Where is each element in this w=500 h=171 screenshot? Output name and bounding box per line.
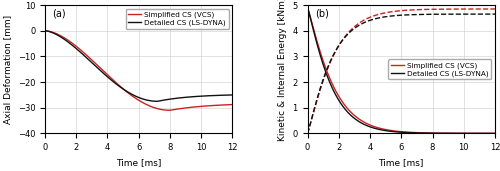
Simplified CS (VCS) [192, 106, 198, 108]
Y-axis label: Kinetic & Internal Energy [kNm]: Kinetic & Internal Energy [kNm] [278, 0, 287, 141]
Simplified CS (VCS) [61, 37, 67, 39]
Text: (b): (b) [315, 9, 329, 19]
Simplified CS (VCS) [118, 86, 124, 88]
X-axis label: Time [ms]: Time [ms] [378, 158, 424, 167]
Detailed CS (LS-DYNA) [42, 30, 48, 32]
Simplified CS (VCS) [42, 30, 48, 32]
Simplified CS (VCS) [434, 132, 440, 134]
Line: Detailed CS (LS-DYNA): Detailed CS (LS-DYNA) [45, 31, 232, 101]
Simplified CS (VCS) [230, 103, 235, 106]
Simplified CS (VCS) [304, 7, 310, 9]
Text: (a): (a) [52, 9, 66, 19]
Legend: Simplified CS (VCS), Detailed CS (LS-DYNA): Simplified CS (VCS), Detailed CS (LS-DYN… [126, 9, 229, 29]
Detailed CS (LS-DYNA) [450, 132, 456, 134]
Detailed CS (LS-DYNA) [230, 94, 235, 96]
Simplified CS (VCS) [171, 109, 177, 111]
Simplified CS (VCS) [450, 132, 456, 134]
Detailed CS (LS-DYNA) [434, 132, 440, 134]
Simplified CS (VCS) [454, 132, 460, 134]
Simplified CS (VCS) [188, 106, 194, 108]
Detailed CS (LS-DYNA) [171, 98, 177, 100]
Detailed CS (LS-DYNA) [192, 96, 198, 98]
Detailed CS (LS-DYNA) [492, 132, 498, 134]
Simplified CS (VCS) [124, 91, 130, 94]
Detailed CS (LS-DYNA) [304, 7, 310, 9]
Detailed CS (LS-DYNA) [154, 100, 160, 102]
Detailed CS (LS-DYNA) [324, 74, 330, 76]
X-axis label: Time [ms]: Time [ms] [116, 158, 162, 167]
Line: Simplified CS (VCS): Simplified CS (VCS) [45, 31, 232, 110]
Simplified CS (VCS) [492, 132, 498, 134]
Simplified CS (VCS) [380, 128, 386, 130]
Detailed CS (LS-DYNA) [380, 129, 386, 131]
Detailed CS (LS-DYNA) [124, 91, 130, 93]
Detailed CS (LS-DYNA) [454, 132, 460, 134]
Detailed CS (LS-DYNA) [118, 86, 124, 88]
Simplified CS (VCS) [167, 109, 173, 111]
Detailed CS (LS-DYNA) [387, 130, 393, 132]
Simplified CS (VCS) [324, 70, 330, 72]
Line: Simplified CS (VCS): Simplified CS (VCS) [308, 8, 495, 133]
Line: Detailed CS (LS-DYNA): Detailed CS (LS-DYNA) [308, 8, 495, 133]
Legend: Simplified CS (VCS), Detailed CS (LS-DYNA): Simplified CS (VCS), Detailed CS (LS-DYN… [388, 59, 492, 79]
Detailed CS (LS-DYNA) [188, 96, 194, 98]
Y-axis label: Axial Deformation [mm]: Axial Deformation [mm] [3, 15, 12, 124]
Simplified CS (VCS) [387, 129, 393, 131]
Detailed CS (LS-DYNA) [61, 38, 67, 40]
